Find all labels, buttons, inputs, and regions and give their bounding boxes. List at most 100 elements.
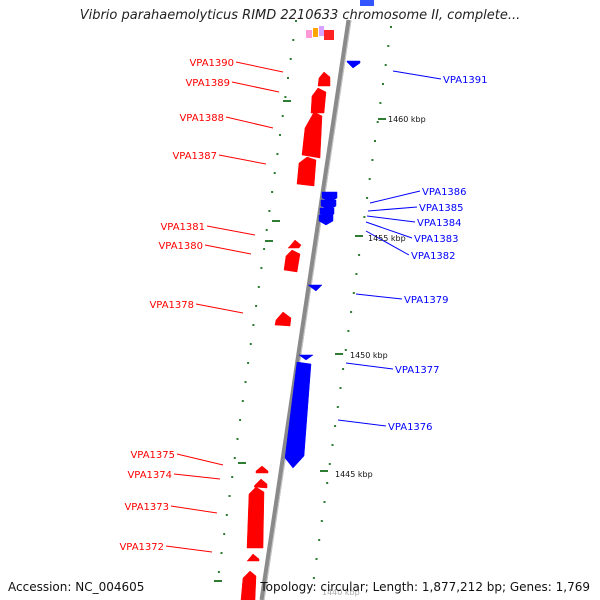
tick-mark <box>315 558 318 560</box>
tick-mark <box>320 520 323 522</box>
left-gene-label: VPA1390 <box>189 58 234 69</box>
major-tick-mark <box>378 118 386 120</box>
gene-arrow <box>287 239 302 249</box>
left-gene-label: VPA1388 <box>179 113 224 124</box>
tick-marks <box>214 20 392 582</box>
tick-mark <box>276 153 279 155</box>
tick-mark <box>255 305 258 307</box>
left-leader-line <box>218 154 267 165</box>
tick-mark <box>382 83 384 85</box>
gene-arrow <box>301 111 323 159</box>
map-title: Vibrio parahaemolyticus RIMD 2210633 chr… <box>79 8 521 23</box>
right-gene-label: VPA1383 <box>414 234 459 245</box>
tick-mark <box>233 457 236 459</box>
right-leader-line <box>366 215 416 223</box>
top-features <box>306 0 374 40</box>
tick-mark <box>328 463 331 465</box>
label-leaders <box>165 61 442 553</box>
tick-mark <box>334 425 337 427</box>
gene-labels: VPA1390 VPA1389 VPA1388 VPA1387 VPA1381 VPA13… <box>119 58 487 553</box>
right-gene-label: VPA1384 <box>417 218 462 229</box>
tick-mark <box>273 172 276 174</box>
tick-mark <box>289 58 292 60</box>
chromosome-backbone <box>259 19 352 600</box>
major-tick-mark <box>320 470 328 472</box>
left-gene-label: VPA1389 <box>185 78 230 89</box>
ruler-label: 1440 kbp <box>322 588 360 597</box>
tick-mark <box>344 349 347 351</box>
tick-mark <box>355 273 358 275</box>
right-gene-label: VPA1377 <box>395 365 440 376</box>
tick-mark <box>376 121 379 123</box>
right-leader-line <box>369 190 421 204</box>
gene-arrow <box>240 570 257 600</box>
left-leader-line <box>235 61 284 73</box>
gene-arrow <box>346 60 361 69</box>
tick-mark <box>342 368 345 370</box>
tick-mark <box>236 438 239 440</box>
tick-mark <box>318 539 321 541</box>
feature-orange <box>313 28 318 37</box>
left-leader-line <box>204 244 252 255</box>
major-tick-mark <box>272 220 280 222</box>
tick-mark <box>339 387 342 389</box>
tick-mark <box>279 134 281 136</box>
ruler-labels: 1460 kbp 1455 kbp 1450 kbp 1445 kbp 1440 kbp <box>322 115 426 597</box>
tick-mark <box>228 495 231 497</box>
tick-mark <box>358 254 361 256</box>
major-tick-mark <box>214 580 222 582</box>
major-tick-mark <box>238 462 246 464</box>
left-gene-label: VPA1375 <box>130 450 175 461</box>
tick-mark <box>220 552 223 554</box>
tick-mark <box>390 26 392 28</box>
right-gene-label: VPA1391 <box>443 75 488 86</box>
tick-mark <box>257 286 260 288</box>
tick-mark <box>231 476 234 478</box>
left-leader-line <box>173 473 221 480</box>
ruler-label: 1460 kbp <box>388 115 426 124</box>
gene-arrow <box>307 284 323 292</box>
topology-summary: Topology: circular; Length: 1,877,212 bp… <box>260 580 590 594</box>
feature-pink <box>306 30 312 38</box>
tick-mark <box>371 159 374 161</box>
backbone-line <box>259 19 352 600</box>
right-gene-label: VPA1386 <box>422 187 467 198</box>
tick-mark <box>239 419 242 421</box>
left-leader-line <box>170 505 218 514</box>
right-leader-line <box>337 419 387 427</box>
tick-mark <box>252 324 255 326</box>
left-leader-line <box>231 81 280 93</box>
gene-arrow <box>318 214 334 226</box>
right-gene-label: VPA1376 <box>388 422 433 433</box>
tick-mark <box>323 501 326 503</box>
right-leader-line <box>355 293 403 300</box>
tick-mark <box>241 400 244 402</box>
left-gene-label: VPA1381 <box>160 222 205 233</box>
gene-arrow <box>283 249 301 273</box>
left-gene-label: VPA1373 <box>124 502 169 513</box>
right-gene-label: VPA1379 <box>404 295 449 306</box>
gene-arrow <box>284 361 312 469</box>
tick-mark <box>366 197 369 199</box>
left-leader-line <box>165 545 213 553</box>
tick-mark <box>379 102 382 104</box>
right-leader-line <box>365 221 413 239</box>
tick-mark <box>284 96 287 98</box>
right-gene-label: VPA1385 <box>419 203 464 214</box>
tick-mark <box>350 311 353 313</box>
gene-arrow <box>253 478 268 489</box>
tick-mark <box>271 191 274 193</box>
tick-mark <box>331 444 334 446</box>
right-gene-label: VPA1382 <box>411 251 456 262</box>
tick-mark <box>265 229 268 231</box>
tick-mark <box>312 577 315 579</box>
gene-features <box>240 60 361 600</box>
gene-arrow <box>274 311 292 327</box>
tick-mark <box>336 406 339 408</box>
tick-mark <box>263 248 266 250</box>
tick-mark <box>352 292 355 294</box>
right-leader-line <box>345 362 394 370</box>
gene-arrow <box>255 465 269 474</box>
right-leader-line <box>392 70 442 80</box>
